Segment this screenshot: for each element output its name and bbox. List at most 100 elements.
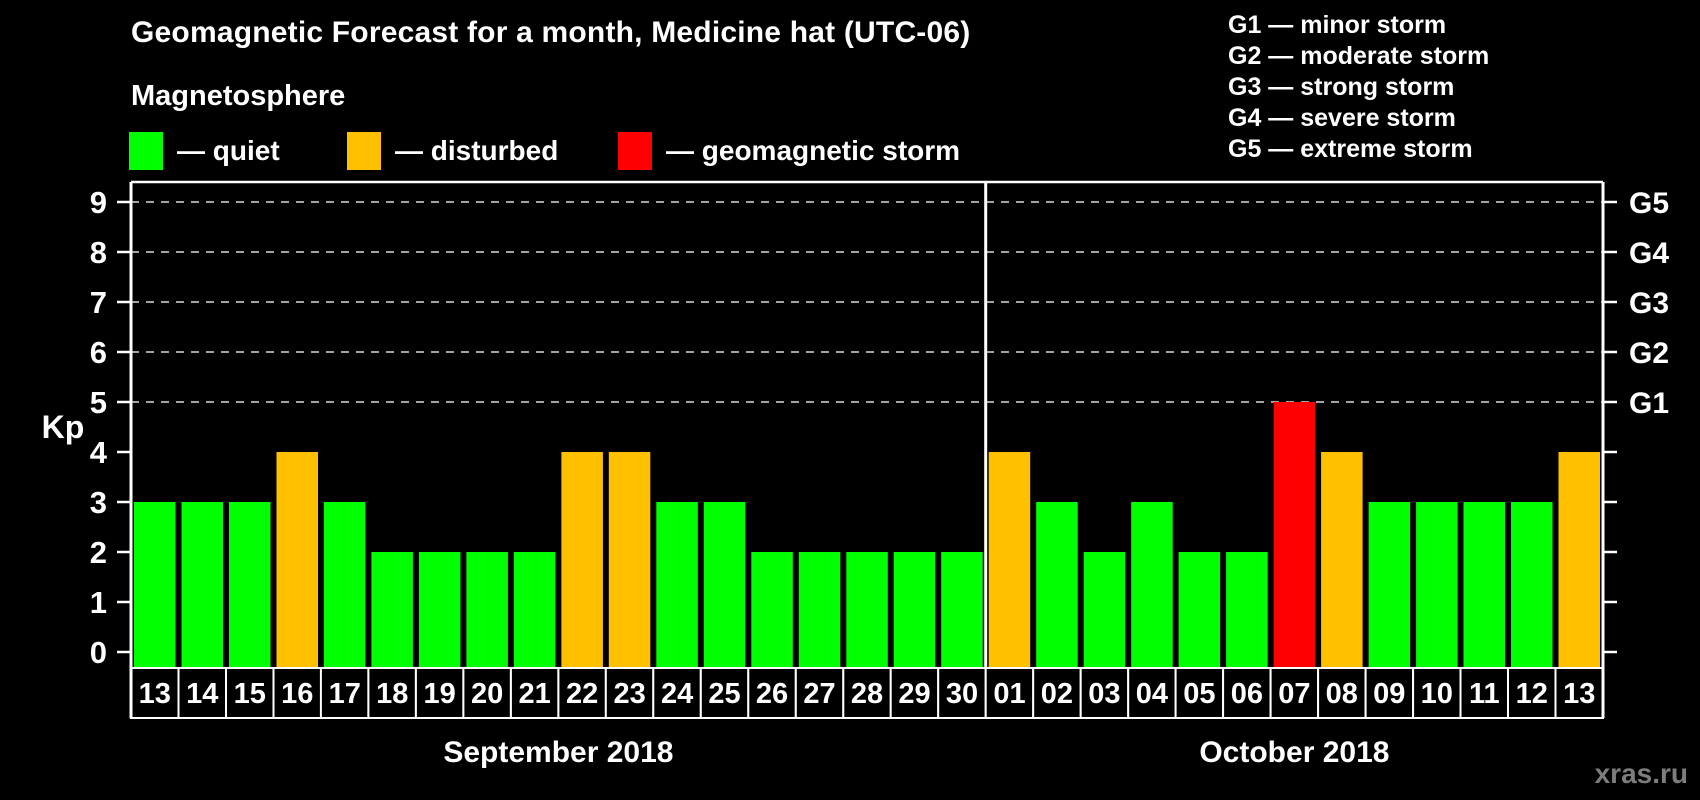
y-tick-label-9: 9 <box>90 185 107 220</box>
bar-september-20 <box>466 552 508 668</box>
right-axis-label-g3: G3 <box>1629 287 1669 320</box>
y-tick-label-6: 6 <box>90 335 107 370</box>
bar-october-05 <box>1178 552 1221 668</box>
date-box-september-18 <box>367 667 417 719</box>
y-tick-label-7: 7 <box>90 285 107 320</box>
date-label-september-18: 18 <box>376 678 408 710</box>
bar-october-13 <box>1558 452 1600 668</box>
date-label-september-13: 13 <box>139 678 171 710</box>
date-box-september-22 <box>557 667 607 719</box>
date-label-october-05: 05 <box>1183 678 1215 710</box>
y-tick-label-2: 2 <box>90 535 107 570</box>
bar-september-24 <box>656 502 698 668</box>
date-label-september-30: 30 <box>946 678 978 710</box>
y-tick-label-3: 3 <box>90 485 107 520</box>
quiet-color-swatch <box>129 132 163 170</box>
date-label-september-27: 27 <box>803 678 835 710</box>
g-scale-legend-item-g2: G2 — moderate storm <box>1228 42 1490 70</box>
date-label-october-06: 06 <box>1231 678 1263 710</box>
date-label-october-04: 04 <box>1136 678 1168 710</box>
date-label-september-23: 23 <box>613 678 645 710</box>
chart-title: Geomagnetic Forecast for a month, Medici… <box>131 16 971 49</box>
g-scale-legend-item-g4: G4 — severe storm <box>1228 104 1456 132</box>
date-label-september-21: 21 <box>518 678 550 710</box>
date-box-september-21 <box>509 667 560 719</box>
date-label-october-03: 03 <box>1088 678 1120 710</box>
date-label-october-09: 09 <box>1373 678 1405 710</box>
bar-october-07 <box>1273 402 1316 668</box>
bar-october-01 <box>988 452 1031 668</box>
bar-september-17 <box>323 502 366 668</box>
y-tick-label-5: 5 <box>90 385 107 420</box>
y-tick-label-0: 0 <box>90 635 107 670</box>
legend-item-disturbed: — disturbed <box>347 129 558 173</box>
date-box-september-29 <box>889 667 940 719</box>
date-label-september-19: 19 <box>423 678 455 710</box>
date-label-september-14: 14 <box>186 678 218 710</box>
date-label-september-25: 25 <box>708 678 740 710</box>
date-label-september-17: 17 <box>329 678 361 710</box>
bar-september-30 <box>941 552 983 668</box>
bar-september-15 <box>229 502 271 668</box>
date-label-october-02: 02 <box>1041 678 1073 710</box>
date-label-september-29: 29 <box>898 678 930 710</box>
bar-september-21 <box>513 552 556 668</box>
bar-october-12 <box>1511 502 1553 668</box>
bar-october-08 <box>1321 452 1363 668</box>
bar-october-11 <box>1463 502 1505 668</box>
bar-september-28 <box>846 552 888 668</box>
bar-october-02 <box>1036 502 1078 668</box>
bar-october-03 <box>1083 552 1126 668</box>
right-axis-label-g5: G5 <box>1629 187 1669 220</box>
date-box-october-13 <box>1554 667 1604 719</box>
y-axis-title: Kp <box>42 409 85 445</box>
date-label-october-12: 12 <box>1516 678 1548 710</box>
watermark: xras.ru <box>1594 758 1688 789</box>
date-label-october-08: 08 <box>1326 678 1358 710</box>
date-label-september-22: 22 <box>566 678 598 710</box>
date-label-october-13: 13 <box>1563 678 1595 710</box>
bar-september-25 <box>703 502 746 668</box>
bar-october-09 <box>1368 502 1411 668</box>
y-tick-label-8: 8 <box>90 235 107 270</box>
right-axis-label-g2: G2 <box>1629 337 1669 370</box>
date-box-september-15 <box>225 667 275 719</box>
g-scale-legend-item-g5: G5 — extreme storm <box>1228 135 1473 163</box>
y-tick-label-1: 1 <box>90 585 107 620</box>
legend-item-label: — quiet <box>177 135 280 166</box>
date-box-october-12 <box>1507 667 1557 719</box>
date-box-september-19 <box>414 667 465 719</box>
date-label-september-26: 26 <box>756 678 788 710</box>
date-label-october-01: 01 <box>993 678 1025 710</box>
date-label-october-11: 11 <box>1469 678 1500 710</box>
g-scale-legend-item-g1: G1 — minor storm <box>1228 11 1447 39</box>
disturbed-color-swatch <box>347 132 381 170</box>
storm-color-swatch <box>618 132 652 170</box>
bar-october-06 <box>1226 552 1268 668</box>
date-label-september-24: 24 <box>661 678 693 710</box>
legend-item-label: — geomagnetic storm <box>666 135 961 166</box>
bar-september-22 <box>561 452 603 668</box>
date-box-october-06 <box>1222 667 1272 719</box>
bar-september-19 <box>418 552 461 668</box>
date-label-october-10: 10 <box>1421 678 1453 710</box>
date-box-september-23 <box>604 667 655 719</box>
legend-item-label: — disturbed <box>395 135 559 166</box>
date-box-october-11 <box>1459 667 1509 719</box>
date-box-october-05 <box>1174 667 1225 719</box>
right-axis-label-g1: G1 <box>1629 387 1669 420</box>
date-box-october-01 <box>984 667 1035 719</box>
bar-september-13 <box>134 502 176 668</box>
date-label-september-28: 28 <box>851 678 883 710</box>
date-label-september-16: 16 <box>281 678 313 710</box>
bar-september-26 <box>751 552 793 668</box>
bar-september-18 <box>371 552 413 668</box>
date-label-september-15: 15 <box>234 678 266 710</box>
bar-september-29 <box>893 552 936 668</box>
bar-september-27 <box>798 552 841 668</box>
right-axis-label-g4: G4 <box>1629 237 1669 270</box>
bar-october-10 <box>1416 502 1458 668</box>
date-box-october-07 <box>1269 667 1320 719</box>
date-box-september-26 <box>747 667 797 719</box>
